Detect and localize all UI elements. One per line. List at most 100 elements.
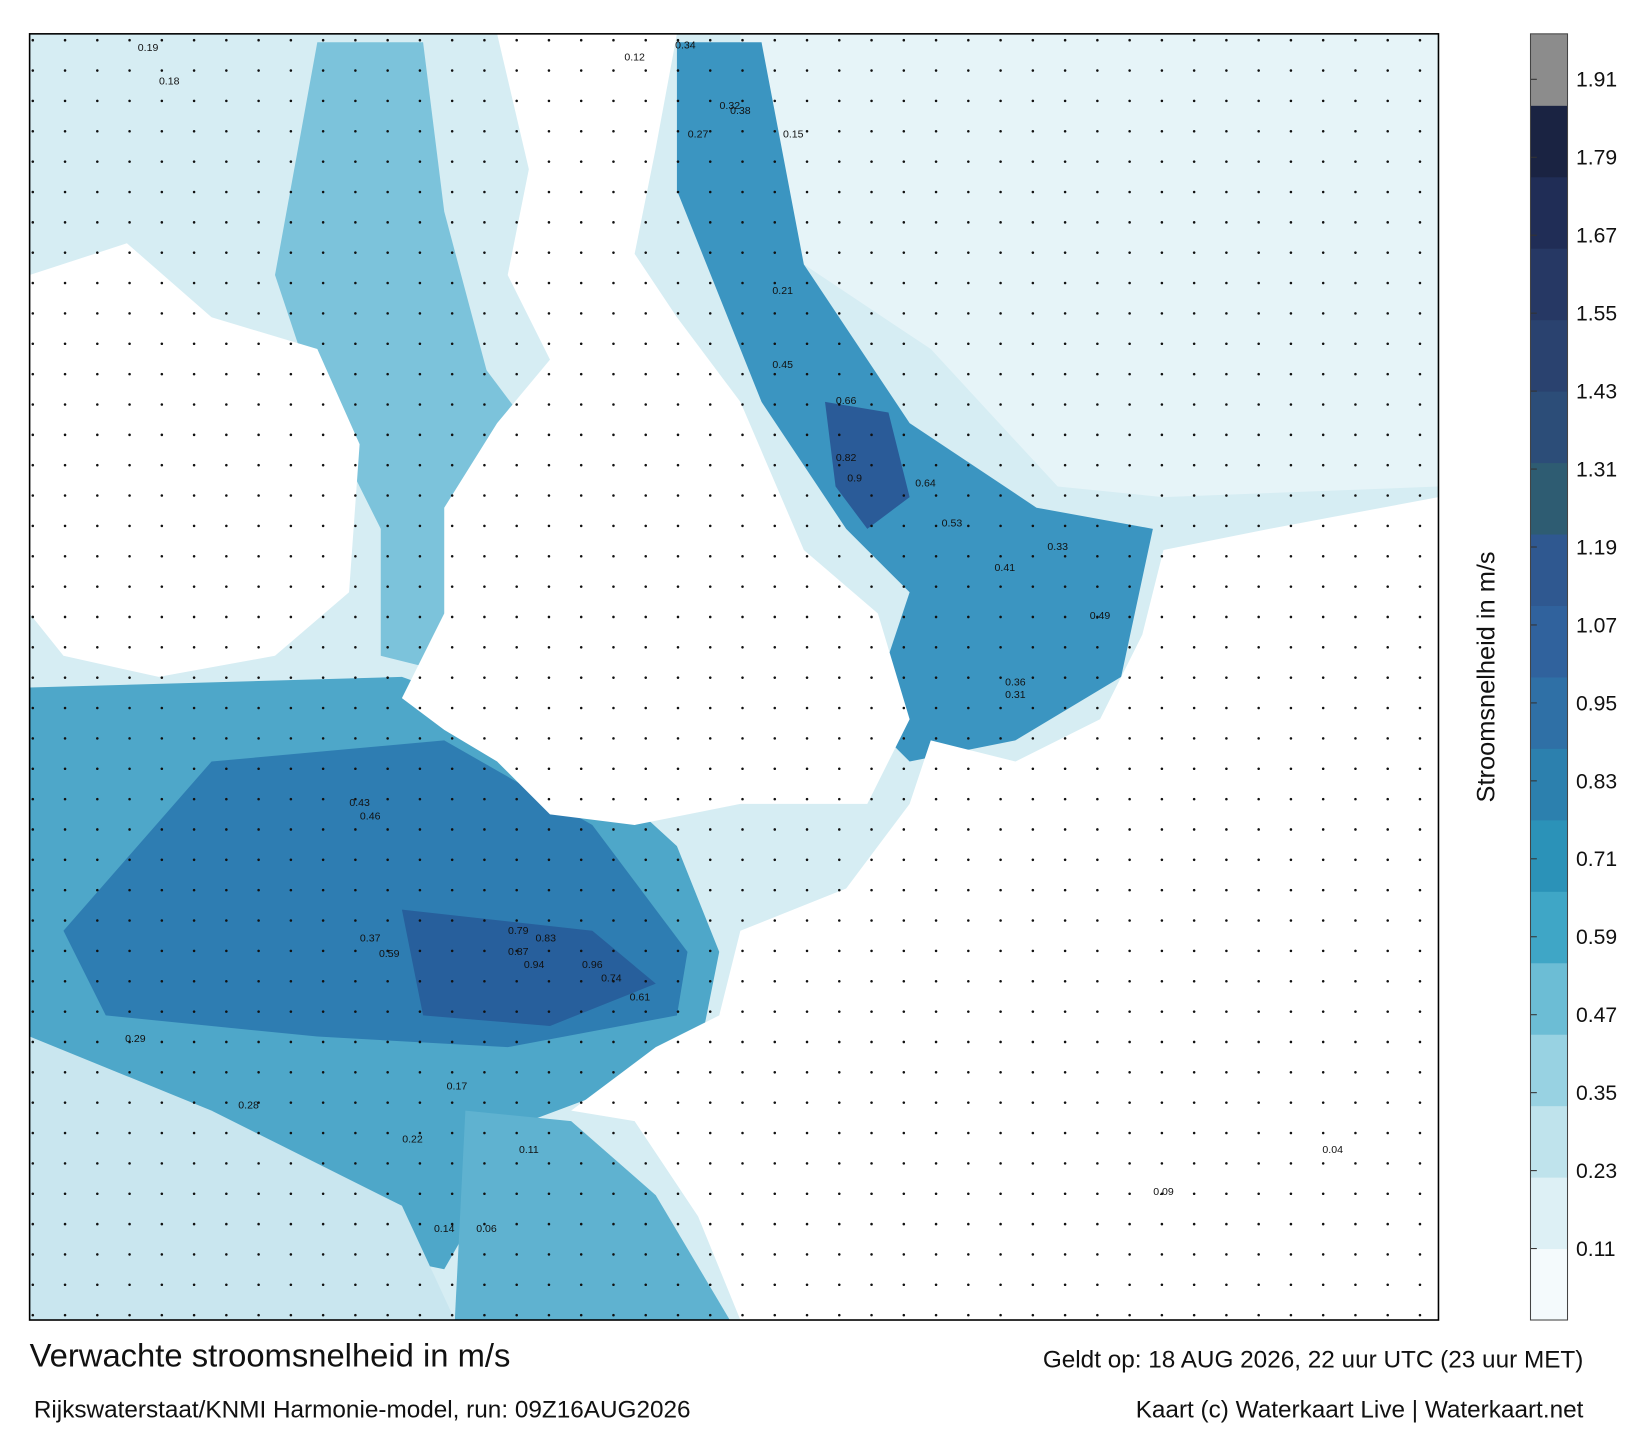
grid-dot (1386, 888, 1389, 892)
grid-dot (1418, 221, 1422, 224)
grid-dot (902, 1101, 906, 1104)
grid-dot (676, 1131, 680, 1135)
grid-dot (676, 1010, 680, 1013)
grid-dot (63, 1010, 67, 1013)
grid-dot (838, 463, 841, 467)
grid-dot (1063, 979, 1067, 983)
grid-dot (1354, 524, 1357, 528)
grid-dot (741, 129, 744, 133)
figure-group: 0.190.180.340.380.320.27 0.150.120.210.45… (28, 33, 1617, 1423)
grid-dot (96, 69, 99, 72)
grid-dot (1289, 403, 1293, 406)
grid-dot (418, 979, 422, 983)
grid-dot (1192, 99, 1196, 103)
grid-dot (450, 646, 454, 649)
grid-dot (741, 706, 744, 710)
grid-dot (967, 919, 970, 922)
grid-dot (386, 1131, 389, 1135)
grid-dot (289, 706, 293, 710)
grid-dot (1096, 99, 1099, 103)
speed-label: 0.36 (1005, 676, 1026, 688)
grid-dot (418, 1283, 422, 1287)
grid-dot (1160, 1162, 1164, 1165)
grid-dot (225, 1253, 228, 1256)
grid-dot (934, 979, 938, 983)
grid-dot (1225, 919, 1228, 922)
grid-dot (1386, 797, 1389, 801)
colorbar-frame (1529, 33, 1569, 1321)
grid-dot (1192, 585, 1196, 588)
grid-dot (1386, 737, 1389, 740)
grid-dot (1096, 737, 1099, 740)
grid-dot (999, 1071, 1002, 1074)
grid-dot (676, 251, 680, 254)
grid-dot (741, 1192, 744, 1195)
grid-dot (63, 1222, 67, 1226)
grid-dot (450, 129, 454, 133)
grid-dot (773, 1283, 777, 1287)
grid-dot (934, 828, 938, 831)
grid-dot (1418, 1283, 1422, 1287)
grid-dot (483, 1313, 486, 1317)
grid-dot (418, 554, 422, 558)
grid-dot (1063, 646, 1067, 649)
grid-dot (31, 1040, 35, 1044)
grid-dot (838, 251, 841, 254)
grid-dot (96, 342, 99, 346)
grid-dot (708, 281, 712, 285)
grid-dot (967, 979, 970, 983)
grid-dot (1096, 1253, 1099, 1256)
grid-dot (192, 554, 196, 558)
grid-dot (1128, 190, 1131, 194)
grid-dot (257, 979, 260, 983)
grid-dot (450, 767, 454, 771)
grid-dot (1031, 524, 1035, 528)
grid-dot (805, 403, 809, 406)
grid-dot (1225, 676, 1228, 679)
grid-dot (354, 463, 357, 467)
grid-dot (547, 69, 551, 72)
grid-dot (418, 1131, 422, 1135)
grid-dot (1289, 1101, 1293, 1104)
grid-dot (418, 706, 422, 710)
grid-dot (838, 828, 841, 831)
grid-dot (967, 858, 970, 862)
grid-dot (31, 160, 35, 163)
grid-dot (289, 1101, 293, 1104)
grid-dot (708, 524, 712, 528)
grid-dot (289, 1131, 293, 1135)
grid-dot (741, 1071, 744, 1074)
grid-dot (676, 312, 680, 315)
grid-dot (644, 38, 647, 42)
grid-dot (128, 463, 131, 467)
grid-dot (644, 1010, 647, 1013)
grid-dot (934, 524, 938, 528)
grid-dot (321, 1010, 325, 1013)
grid-dot (1160, 767, 1164, 771)
grid-dot (708, 494, 712, 497)
grid-dot (644, 494, 647, 497)
grid-dot (1225, 463, 1228, 467)
grid-dot (515, 1192, 518, 1195)
grid-dot (934, 281, 938, 285)
grid-dot (1063, 1313, 1067, 1317)
grid-dot (612, 585, 615, 588)
grid-dot (1128, 312, 1131, 315)
grid-dot (773, 1040, 777, 1044)
grid-dot (676, 160, 680, 163)
grid-dot (870, 1313, 873, 1317)
grid-dot (1386, 1040, 1389, 1044)
grid-dot (354, 372, 357, 376)
grid-dot (1289, 160, 1293, 163)
grid-dot (1128, 1162, 1131, 1165)
grid-dot (612, 1162, 615, 1165)
grid-dot (741, 1162, 744, 1165)
grid-dot (999, 433, 1002, 437)
grid-dot (96, 99, 99, 103)
grid-dot (612, 797, 615, 801)
grid-dot (741, 524, 744, 528)
grid-dot (1386, 1313, 1389, 1317)
grid-dot (805, 797, 809, 801)
grid-dot (289, 1010, 293, 1013)
grid-dot (870, 706, 873, 710)
